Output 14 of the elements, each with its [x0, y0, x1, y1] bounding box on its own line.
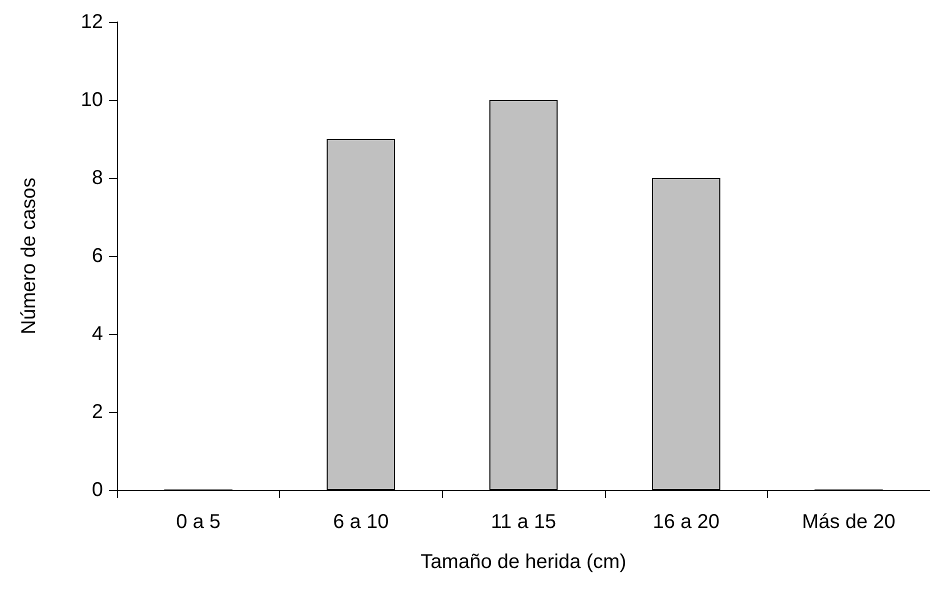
x-tick-label: 6 a 10	[333, 511, 389, 533]
x-tick-label: 16 a 20	[652, 511, 720, 533]
y-tick-label: 12	[80, 11, 103, 33]
x-tick-label: 0 a 5	[176, 511, 221, 533]
y-axis-title: Número de casos	[18, 178, 40, 334]
y-tick-label: 0	[92, 479, 103, 501]
y-tick-label: 4	[92, 323, 103, 345]
y-tick-label: 8	[92, 167, 103, 189]
x-axis-title: Tamaño de herida (cm)	[420, 551, 626, 573]
x-tick-label: 11 a 15	[490, 511, 556, 533]
y-tick-label: 10	[80, 89, 103, 111]
y-tick-label: 6	[92, 245, 103, 267]
x-tick-label: Más de 20	[802, 511, 896, 533]
y-tick-label: 2	[92, 401, 103, 423]
